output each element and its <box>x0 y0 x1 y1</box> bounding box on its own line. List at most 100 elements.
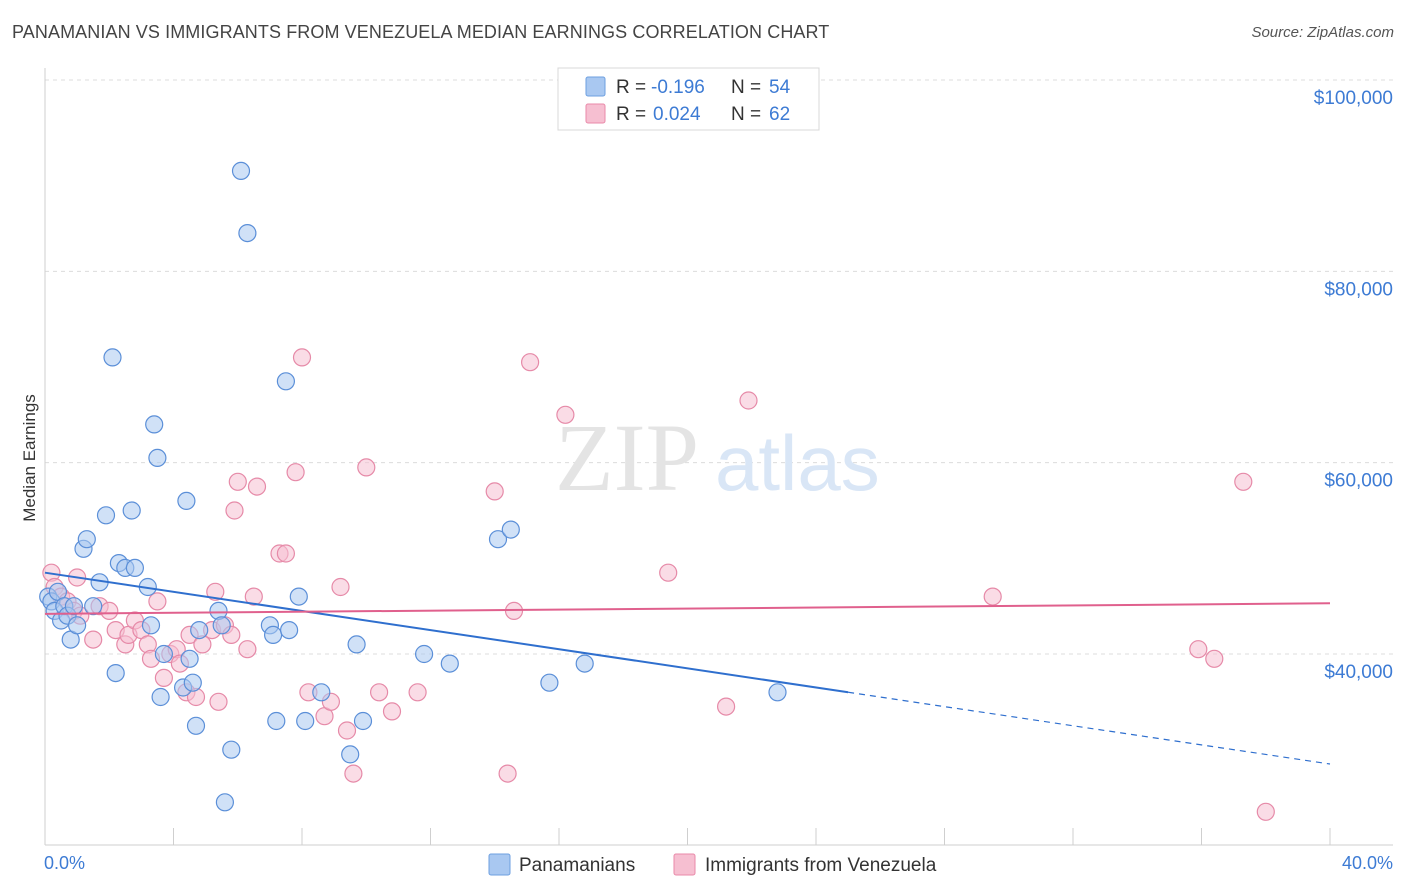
panamanian-point <box>289 587 308 606</box>
panamanian-point <box>151 687 170 707</box>
panamanian-point <box>141 616 161 635</box>
panamanian-point <box>67 616 87 635</box>
venezuela-point <box>228 472 247 491</box>
bottom-legend-swatch-pink <box>673 853 696 876</box>
panamanian-point <box>415 644 434 664</box>
panamanian-point <box>84 597 103 616</box>
legend-n-label: N = <box>731 77 761 98</box>
venezuela-point <box>739 391 758 410</box>
trend-line-panamanians <box>44 571 849 694</box>
panamanian-point <box>238 224 257 243</box>
panamanian-point <box>180 649 199 668</box>
panamanian-point <box>231 161 251 180</box>
panamanian-point <box>296 711 315 731</box>
series-panamanians-points <box>39 161 787 812</box>
venezuela-point <box>659 563 678 582</box>
venezuela-point <box>1234 472 1253 491</box>
panamanian-point <box>122 501 141 520</box>
venezuela-point <box>331 577 350 597</box>
panamanian-point <box>106 663 125 683</box>
y-tick-labels: $40,000 $60,000 $80,000 $100,000 <box>1314 88 1393 683</box>
panamanian-point <box>64 597 84 616</box>
venezuela-point <box>983 587 1002 606</box>
x-tick-min: 0.0% <box>44 853 85 873</box>
panamanian-point <box>96 506 116 525</box>
axes <box>44 68 1393 846</box>
panamanian-point <box>280 620 299 640</box>
legend-n-value: 62 <box>769 104 790 125</box>
venezuela-point <box>382 702 402 721</box>
venezuela-point <box>1205 649 1224 668</box>
venezuela-point <box>485 482 504 501</box>
panamanian-point <box>183 673 202 692</box>
venezuela-point <box>408 683 427 702</box>
legend-swatch-blue <box>585 76 606 97</box>
panamanian-point <box>125 558 144 578</box>
venezuela-point <box>206 582 225 601</box>
panamanian-point <box>347 635 366 654</box>
venezuela-point <box>247 477 267 496</box>
venezuela-point <box>292 348 312 367</box>
y-tick-label: $60,000 <box>1324 471 1393 492</box>
panamanian-point <box>190 620 209 640</box>
trend-line-venezuela <box>44 602 1331 615</box>
legend-r-value: 0.024 <box>653 104 701 125</box>
bottom-legend-panamanians: Panamanians <box>519 855 635 876</box>
trend-lines <box>44 571 1331 765</box>
venezuela-point <box>154 668 173 688</box>
venezuela-point <box>520 353 540 372</box>
venezuela-point <box>357 458 376 477</box>
venezuela-point <box>286 463 305 482</box>
legend-swatch-pink <box>585 103 606 124</box>
watermark-zip: ZIP <box>555 404 699 511</box>
legend-n-label: N = <box>731 104 761 125</box>
venezuela-point <box>84 630 103 649</box>
panamanian-point <box>540 673 559 692</box>
source-label: Source: ZipAtlas.com <box>1251 24 1394 41</box>
panamanian-point <box>768 683 787 702</box>
venezuela-point <box>209 692 228 711</box>
panamanian-point <box>212 616 231 635</box>
venezuela-point <box>244 587 263 606</box>
legend-r-label: R = <box>616 104 646 125</box>
venezuela-point <box>1256 802 1275 821</box>
venezuela-point <box>276 544 295 563</box>
venezuela-point <box>370 683 389 702</box>
panamanian-point <box>276 372 295 391</box>
y-tick-label: $40,000 <box>1324 662 1393 683</box>
panamanian-point <box>145 415 164 434</box>
panamanian-point <box>186 716 206 735</box>
panamanian-point <box>353 711 373 731</box>
bottom-legend: Panamanians Immigrants from Venezuela <box>488 853 937 876</box>
venezuela-point <box>1189 640 1208 659</box>
panamanian-point <box>222 740 241 759</box>
panamanian-point <box>103 348 122 367</box>
venezuela-point <box>344 764 363 783</box>
panamanian-point <box>341 745 360 764</box>
x-tick-max: 40.0% <box>1342 853 1393 873</box>
bottom-legend-swatch-blue <box>488 853 511 876</box>
watermark-atlas: atlas <box>715 419 880 507</box>
panamanian-point <box>312 683 331 702</box>
panamanian-point <box>77 530 96 549</box>
venezuela-point <box>498 764 517 783</box>
legend-r-value: -0.196 <box>651 77 705 98</box>
panamanian-point <box>488 530 508 549</box>
venezuela-point <box>238 640 257 659</box>
venezuela-point <box>556 405 575 424</box>
panamanian-point <box>440 654 459 673</box>
watermark: ZIP atlas <box>555 404 880 511</box>
panamanian-point <box>501 520 520 539</box>
venezuela-point <box>100 601 119 621</box>
panamanian-point <box>575 654 594 673</box>
y-tick-label: $80,000 <box>1324 279 1393 300</box>
panamanian-point <box>177 491 196 510</box>
venezuela-point <box>148 592 167 611</box>
panamanian-point <box>264 625 283 645</box>
panamanian-point <box>215 793 234 812</box>
panamanian-point <box>154 644 173 664</box>
venezuela-point <box>337 721 357 740</box>
bottom-legend-venezuela: Immigrants from Venezuela <box>705 855 937 876</box>
trend-line-panamanians-extrapolated <box>848 691 1331 765</box>
